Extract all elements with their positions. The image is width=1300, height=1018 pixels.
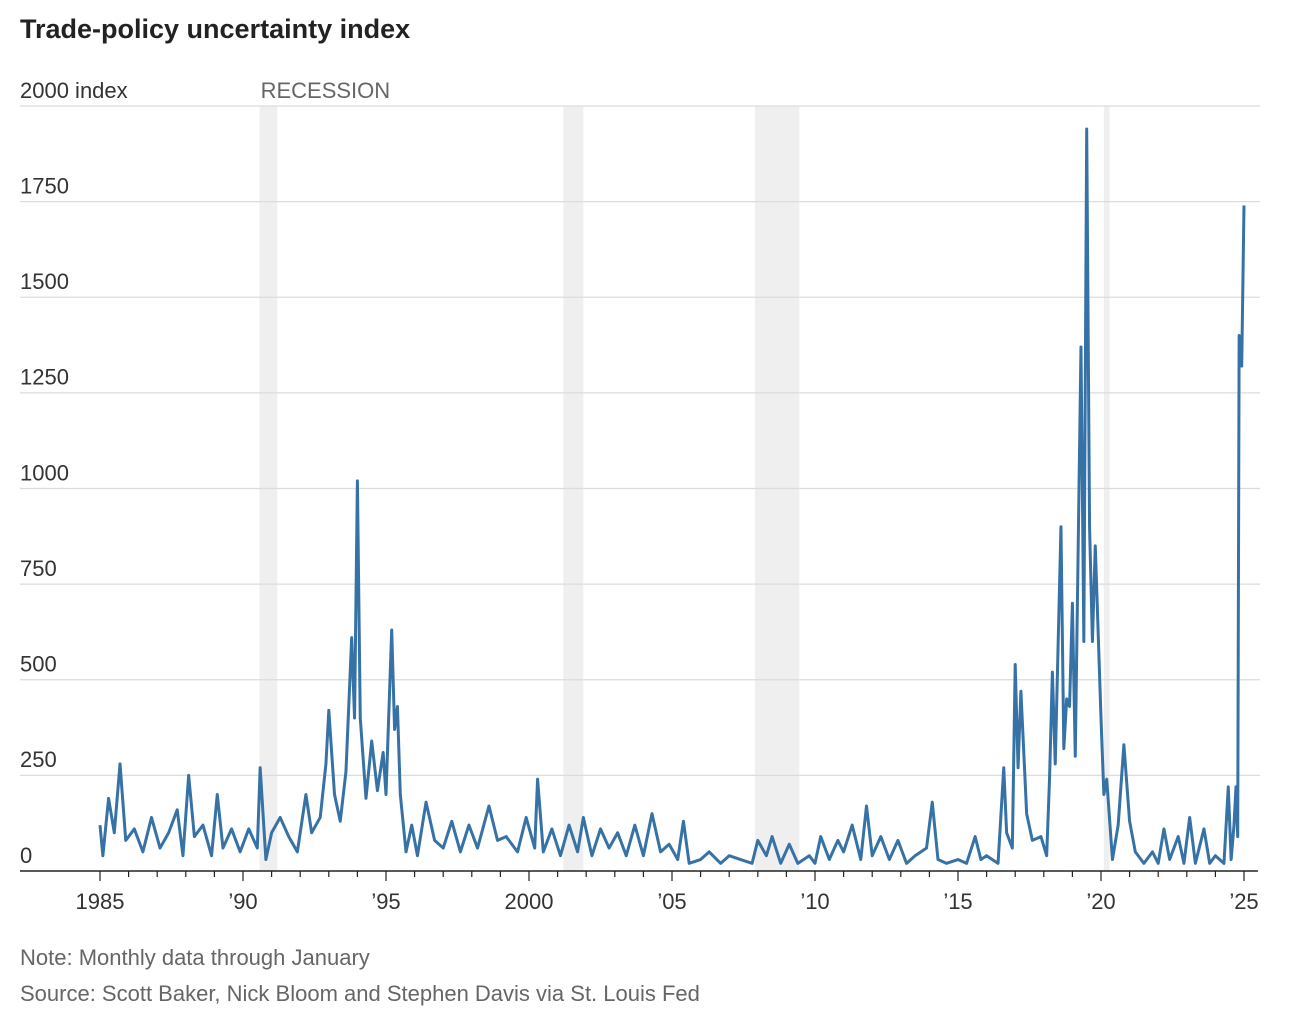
source: Source: Scott Baker, Nick Bloom and Step… (20, 981, 700, 1006)
y-tick-label: 750 (20, 556, 57, 581)
y-tick-label: 1000 (20, 460, 69, 485)
x-tick-label: ’10 (800, 889, 829, 914)
data-line (98, 127, 1246, 865)
y-tick-label: 250 (20, 747, 57, 772)
chart-title: Trade-policy uncertainty index (20, 14, 410, 44)
recession-label: RECESSION (261, 78, 391, 103)
x-tick-label: 1985 (76, 889, 125, 914)
x-tick-label: ’90 (228, 889, 257, 914)
y-tick-label: 2000 index (20, 78, 128, 103)
x-tick-label: ’25 (1229, 889, 1258, 914)
y-tick-label: 500 (20, 652, 57, 677)
x-tick-label: 2000 (505, 889, 554, 914)
y-tick-label: 1500 (20, 269, 69, 294)
x-tick-label: ’05 (657, 889, 686, 914)
note: Note: Monthly data through January (20, 945, 370, 970)
x-tick-label: ’15 (943, 889, 972, 914)
y-tick-label: 0 (20, 843, 32, 868)
y-tick-label: 1750 (20, 173, 69, 198)
x-tick-label: ’20 (1086, 889, 1115, 914)
y-tick-label: 1250 (20, 365, 69, 390)
x-tick-label: ’95 (371, 889, 400, 914)
